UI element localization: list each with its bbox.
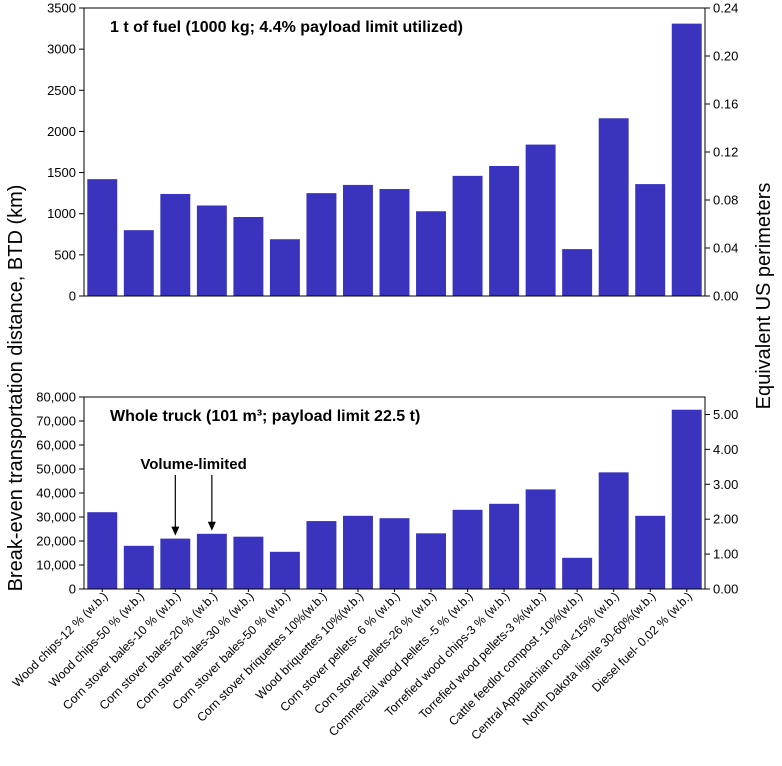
top-ytick-left-label: 0 — [69, 289, 76, 304]
bottom-ytick-left-label: 50,000 — [36, 462, 76, 477]
bottom-ytick-left-label: 30,000 — [36, 510, 76, 525]
bottom-bar-17 — [671, 409, 702, 589]
bottom-bar-13 — [525, 489, 556, 589]
bottom-ytick-left-label: 20,000 — [36, 534, 76, 549]
bottom-bar-6 — [269, 551, 300, 589]
top-bar-6 — [269, 239, 300, 296]
bottom-ytick-left-label: 40,000 — [36, 486, 76, 501]
top-bar-3 — [160, 193, 191, 296]
bottom-bar-1 — [87, 512, 118, 589]
top-ytick-left-label: 1000 — [47, 206, 76, 221]
top-ytick-right-label: 0.24 — [713, 1, 738, 16]
bottom-ytick-right-label: 5.00 — [713, 407, 738, 422]
bottom-ytick-right-label: 3.00 — [713, 477, 738, 492]
annotation-arrow-head — [207, 521, 216, 531]
top-bar-10 — [416, 211, 446, 296]
bottom-bar-14 — [562, 557, 593, 589]
top-ytick-right-label: 0.04 — [713, 241, 738, 256]
x-category-label-16: North Dakota lignite 30-60%(w.b.) — [520, 589, 659, 728]
bottom-bar-2 — [123, 545, 154, 589]
top-ytick-left-label: 2000 — [47, 124, 76, 139]
bottom-bar-5 — [233, 536, 264, 589]
bottom-bar-10 — [416, 533, 446, 589]
top-bar-5 — [233, 217, 264, 296]
top-bar-12 — [489, 165, 520, 296]
top-bar-7 — [306, 193, 337, 296]
top-bar-15 — [598, 118, 629, 296]
top-ytick-left-label: 500 — [54, 247, 76, 262]
top-bar-13 — [525, 144, 556, 296]
bottom-ytick-left-label: 0 — [69, 582, 76, 597]
top-ytick-right-label: 0.08 — [713, 193, 738, 208]
bottom-bar-3 — [160, 538, 191, 589]
x-axis-category-labels: Wood chips-12 % (w.b.)Wood chips-50 % (w… — [10, 589, 695, 743]
bottom-ytick-left-label: 70,000 — [36, 414, 76, 429]
annotation-arrow-head — [171, 526, 180, 536]
top-ytick-left-label: 2500 — [47, 83, 76, 98]
bottom-bar-8 — [342, 515, 373, 589]
top-bar-2 — [123, 230, 154, 296]
bottom-ytick-left-label: 60,000 — [36, 438, 76, 453]
top-ytick-right-label: 0.20 — [713, 49, 738, 64]
top-bar-8 — [342, 184, 373, 296]
bottom-ytick-right-label: 1.00 — [713, 547, 738, 562]
top-chart-title: 1 t of fuel (1000 kg; 4.4% payload limit… — [110, 19, 463, 36]
top-bar-16 — [635, 184, 666, 296]
top-ytick-right-label: 0.16 — [713, 97, 738, 112]
bottom-bar-7 — [306, 521, 337, 589]
top-ytick-left-label: 3500 — [47, 1, 76, 16]
top-bar-4 — [196, 205, 227, 296]
top-ytick-left-label: 1500 — [47, 165, 76, 180]
y-axis-label-left: Break-even transportation distance, BTD … — [5, 185, 27, 592]
panel-top-chart: 0 500 1000 1500 2000 2500 3000 3500 0.00 0.04 0.08… — [47, 1, 738, 304]
bottom-ytick-right-label: 4.00 — [713, 442, 738, 457]
top-ytick-right-label: 0.00 — [713, 289, 738, 304]
panel-bottom-chart: 0 10,000 20,000 30,000 40,000 50,000 60,000 70,… — [36, 390, 738, 597]
top-ytick-left-label: 3000 — [47, 42, 76, 57]
bottom-bar-9 — [379, 518, 410, 589]
bottom-ytick-right-label: 0.00 — [713, 582, 738, 597]
top-ytick-right-label: 0.12 — [713, 145, 738, 160]
bottom-bar-4 — [196, 533, 227, 589]
y-axis-label-right: Equivalent US perimeters — [753, 183, 775, 410]
bottom-ytick-right-label: 2.00 — [713, 512, 738, 527]
bottom-ytick-left-label: 10,000 — [36, 558, 76, 573]
top-bar-14 — [562, 249, 593, 296]
top-bar-17 — [671, 23, 702, 296]
annotation-label: Volume-limited — [140, 456, 246, 473]
bottom-bar-12 — [489, 503, 520, 589]
top-bar-9 — [379, 189, 410, 296]
bottom-bar-16 — [635, 515, 666, 589]
top-bar-11 — [452, 175, 483, 296]
top-bar-1 — [87, 179, 118, 296]
bottom-bar-11 — [452, 509, 483, 589]
bottom-ytick-left-label: 80,000 — [36, 390, 76, 405]
x-category-label-14: Cattle feedlot compost -10%(w.b.) — [446, 589, 585, 728]
bottom-chart-title: Whole truck (101 m³; payload limit 22.5 … — [110, 408, 420, 425]
bottom-bar-15 — [598, 472, 629, 589]
